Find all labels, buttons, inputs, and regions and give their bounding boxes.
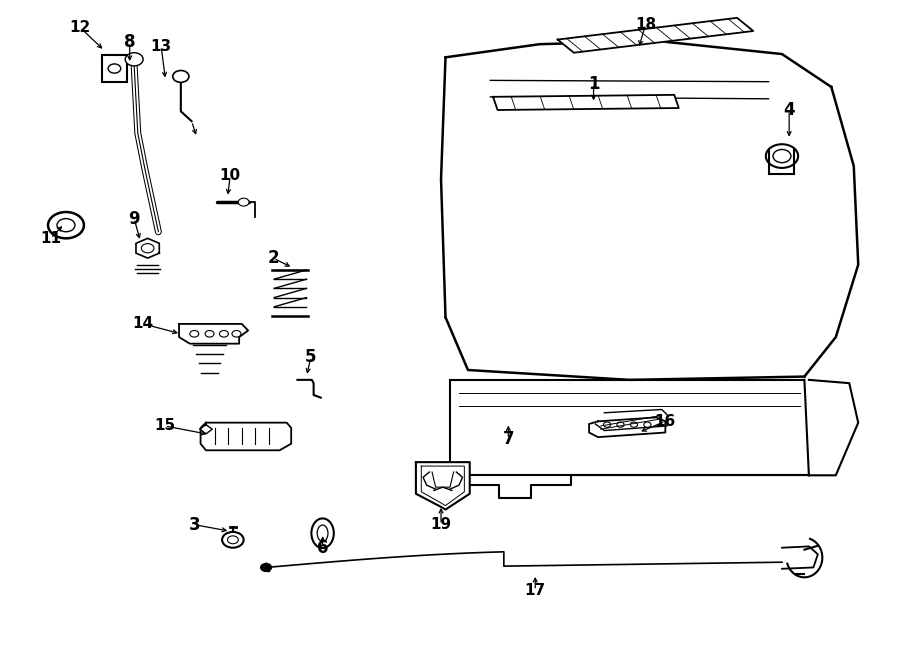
Polygon shape (416, 462, 470, 510)
Circle shape (220, 330, 229, 337)
Circle shape (630, 422, 637, 427)
Circle shape (57, 219, 75, 232)
Circle shape (173, 71, 189, 83)
Circle shape (190, 330, 199, 337)
Circle shape (773, 149, 791, 163)
Circle shape (125, 53, 143, 66)
Ellipse shape (317, 525, 328, 541)
Text: 12: 12 (69, 20, 91, 35)
Text: 8: 8 (124, 33, 135, 51)
Text: 13: 13 (150, 38, 172, 54)
Circle shape (141, 244, 154, 253)
Circle shape (644, 422, 651, 427)
Text: 6: 6 (317, 539, 328, 557)
Text: 19: 19 (430, 517, 452, 532)
Text: 9: 9 (129, 210, 140, 227)
Circle shape (232, 330, 241, 337)
Circle shape (108, 64, 121, 73)
Circle shape (48, 212, 84, 239)
Circle shape (228, 536, 238, 544)
Bar (102, 56, 127, 82)
Polygon shape (136, 239, 159, 258)
Text: 11: 11 (40, 231, 61, 246)
Polygon shape (179, 324, 248, 344)
Circle shape (766, 144, 798, 168)
Polygon shape (493, 95, 679, 110)
Text: 7: 7 (502, 430, 514, 448)
Circle shape (222, 532, 244, 548)
Text: 14: 14 (132, 317, 154, 331)
Circle shape (603, 422, 610, 427)
Text: 18: 18 (635, 17, 656, 32)
Polygon shape (590, 417, 665, 437)
Circle shape (205, 330, 214, 337)
Text: 10: 10 (220, 169, 240, 183)
Text: 4: 4 (783, 101, 795, 119)
Text: 3: 3 (188, 516, 200, 533)
Text: 1: 1 (588, 75, 599, 93)
Text: 15: 15 (154, 418, 176, 434)
Text: 16: 16 (654, 414, 676, 429)
Circle shape (261, 564, 272, 571)
Text: 5: 5 (305, 348, 317, 366)
Circle shape (238, 198, 249, 206)
Polygon shape (558, 18, 753, 53)
Ellipse shape (311, 518, 334, 548)
Text: 17: 17 (525, 583, 545, 598)
Polygon shape (201, 422, 292, 450)
Text: 2: 2 (267, 249, 279, 267)
Circle shape (616, 422, 624, 427)
